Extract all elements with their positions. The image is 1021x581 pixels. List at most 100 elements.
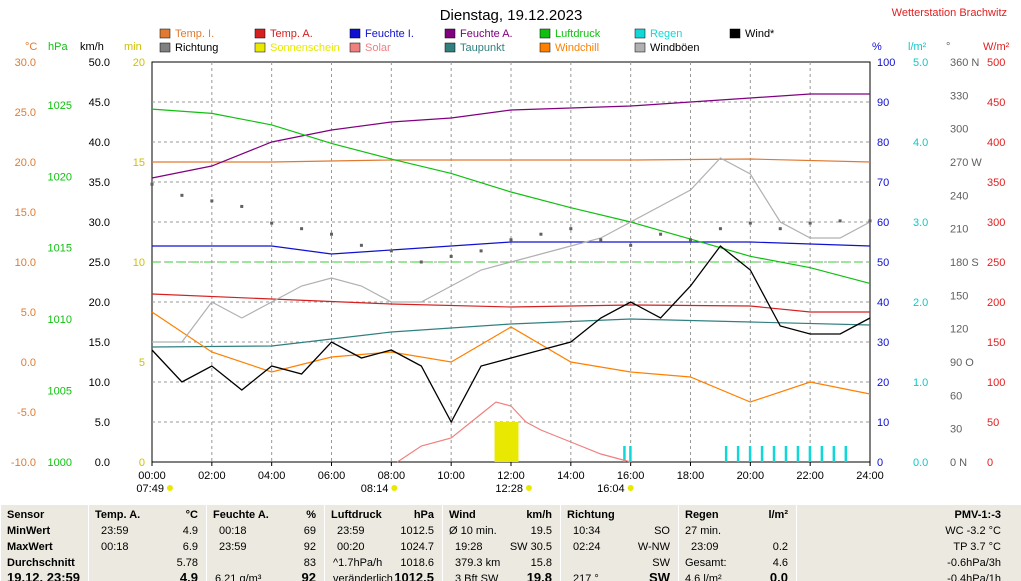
rain-max-time: 23:09 (691, 541, 719, 553)
legend-label: Regen (650, 28, 682, 40)
bar-sonnenschein (506, 422, 513, 462)
wind-max-value: SW 30.5 (509, 541, 552, 553)
series-windb-en (152, 157, 871, 343)
stats-col-temp: Temp. A. °C 23:59 4.9 00:18 6.9 5.78 4.9 (88, 505, 206, 581)
legend-label: Taupunkt (460, 42, 505, 54)
legend-label: Temp. I. (175, 28, 214, 40)
wind-bft: 3 Bft SW (455, 573, 499, 581)
series-temp-i- (152, 158, 871, 163)
dir-degrees: 217 ° (573, 573, 599, 581)
hum-min-value: 69 (303, 525, 316, 537)
rain-current: 0.0 (769, 570, 788, 581)
tick-hpa: 1015 (48, 243, 72, 255)
tick-temp: 25.0 (15, 107, 36, 119)
stats-col-humidity: Feuchte A. % 00:18 69 23:59 92 83 6.21 g… (206, 505, 324, 581)
tick-wm2: 100 (987, 377, 1005, 389)
tick-pct: 20 (877, 377, 889, 389)
hum-abs: 6.21 g/m³ (215, 573, 262, 581)
rain-max-value: 0.2 (772, 541, 788, 553)
tick-deg: 360 N (950, 57, 979, 69)
stats-col-rain: Regen l/m² 27 min. 23:09 0.2 Gesamt: 4.6… (678, 505, 796, 581)
sun-marker-label: 07:49 (136, 483, 164, 495)
tick-kmh: 30.0 (89, 217, 110, 229)
tick-wm2: 400 (987, 137, 1005, 149)
legend-swatch (159, 42, 171, 53)
tick-temp: -5.0 (17, 407, 36, 419)
tick-wm2: 350 (987, 177, 1005, 189)
tick-x: 02:00 (198, 470, 226, 482)
tick-wm2: 0 (987, 457, 993, 469)
tick-x: 20:00 (737, 470, 765, 482)
sun-marker-dot (391, 485, 398, 491)
tick-deg: 90 O (950, 357, 974, 369)
stats-col-direction: Richtung 10:34 SO 02:24 W-NW SW 217 ° SW (560, 505, 678, 581)
series-windchill (151, 311, 871, 403)
wind-max-time: 19:28 (455, 541, 483, 553)
tick-min: 20 (133, 57, 145, 69)
series-luftdruck (151, 108, 871, 284)
direction-point (180, 193, 184, 197)
tick-x: 04:00 (258, 470, 286, 482)
tick-rain: 2.0 (913, 297, 928, 309)
tick-rain: 0.0 (913, 457, 928, 469)
tick-wm2: 250 (987, 257, 1005, 269)
press-max-value: 1024.7 (400, 541, 434, 553)
hum-min-time: 00:18 (219, 525, 247, 537)
sun-marker-dot (166, 485, 173, 491)
tick-wm2: 50 (987, 417, 999, 429)
temp-header: Temp. A. (95, 509, 141, 521)
tick-deg: 180 S (950, 257, 979, 269)
tick-temp: 5.0 (21, 307, 36, 319)
direction-point (509, 238, 513, 242)
tick-rain: 3.0 (913, 217, 928, 229)
tick-min: 0 (139, 457, 145, 469)
bar-regen (820, 446, 824, 462)
direction-point (419, 260, 423, 264)
hum-max-value: 92 (303, 541, 316, 553)
axis-headers: °C hPa km/h min % l/m² ° W/m² (25, 41, 1010, 53)
dir-min-value: SO (654, 525, 670, 537)
tick-min: 15 (133, 157, 145, 169)
rain-total-value: 4.6 (772, 557, 788, 569)
tick-pct: 70 (877, 177, 889, 189)
wind-current: 19.8 (526, 570, 552, 581)
legend-swatch (444, 42, 456, 53)
direction-point (359, 243, 363, 247)
direction-point (838, 219, 842, 223)
temp-current: 4.9 (179, 570, 198, 581)
tick-rain: 1.0 (913, 377, 928, 389)
sun-marker-label: 16:04 (597, 483, 625, 495)
direction-point (479, 249, 483, 253)
series-wind- (151, 245, 871, 424)
series-lines (151, 93, 871, 463)
axis-header-pct: % (872, 41, 882, 53)
tick-wm2: 300 (987, 217, 1005, 229)
legend-label: Feuchte A. (460, 28, 513, 40)
direction-point (270, 221, 274, 225)
legend-label: Luftdruck (555, 28, 601, 40)
axis-header-rain: l/m² (908, 41, 927, 53)
tick-wm2: 200 (987, 297, 1005, 309)
tick-temp: 15.0 (15, 207, 36, 219)
tick-pct: 30 (877, 337, 889, 349)
hum-unit: % (306, 509, 316, 521)
bar-regen (724, 446, 728, 462)
tick-x: 06:00 (318, 470, 346, 482)
direction-point (240, 204, 244, 208)
press-min-time: 23:59 (337, 525, 365, 537)
stats-col-wind: Wind km/h Ø 10 min. 19.5 19:28 SW 30.5 3… (442, 505, 560, 581)
tick-kmh: 45.0 (89, 97, 110, 109)
tick-x: 14:00 (557, 470, 585, 482)
tick-deg: 210 (950, 224, 968, 236)
bar-regen (844, 446, 848, 462)
tick-hpa: 1020 (48, 171, 72, 183)
axis-header-temp: °C (25, 41, 37, 53)
tick-kmh: 25.0 (89, 257, 110, 269)
rain-unit: l/m² (768, 509, 788, 521)
tick-kmh: 35.0 (89, 177, 110, 189)
tick-deg: 60 (950, 390, 962, 402)
direction-point (718, 227, 722, 231)
direction-point (599, 238, 603, 242)
axis-header-deg: ° (946, 41, 950, 53)
direction-point (868, 219, 872, 223)
